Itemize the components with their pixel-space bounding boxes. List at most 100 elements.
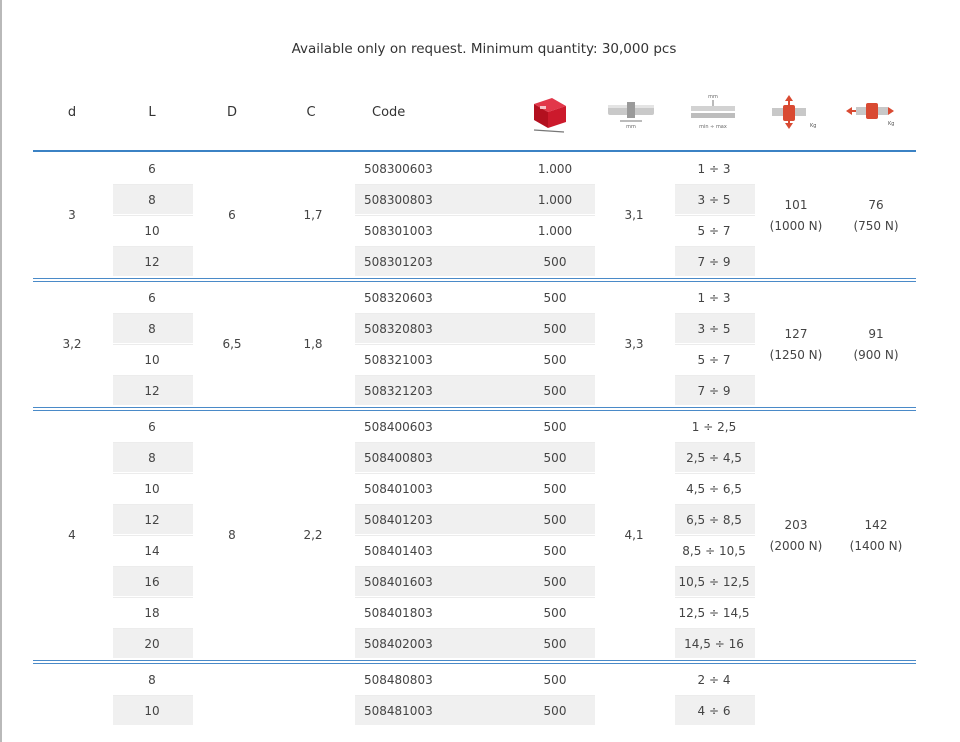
head-height-cell: 2,2 [303,528,323,542]
row-band [675,567,755,596]
head-height-cell: 1,7 [303,208,323,222]
shear-newton-cell: (1400 N) [849,539,903,553]
head-height-cell: 1,8 [303,337,323,351]
row-divider [355,215,595,216]
row-band [113,696,193,725]
row-band [113,314,193,343]
grip-range-cell: 1 ÷ 3 [697,290,731,305]
row-divider [675,628,755,629]
row-divider [675,375,755,376]
code-cell: 508320603 [364,290,433,305]
grip-range-cell: 4,5 ÷ 6,5 [686,481,742,496]
row-band [355,443,595,472]
row-divider [675,344,755,345]
pack-qty-cell: 1.000 [537,223,573,238]
row-divider [355,246,595,247]
row-divider [113,375,193,376]
row-band [113,185,193,214]
row-divider [113,246,193,247]
row-divider [675,695,755,696]
length-cell: 12 [144,254,160,269]
row-band [675,314,755,343]
tensile-newton-cell: (1250 N) [769,348,823,362]
page-border [0,0,2,742]
row-divider [675,473,755,474]
head-diameter-cell: 6,5 [222,337,242,351]
code-cell: 508300803 [364,192,433,207]
shear-newton-cell: (750 N) [853,219,899,233]
row-divider [675,597,755,598]
grip-mm-label: mm [708,94,718,100]
code-cell: 508301003 [364,223,433,238]
row-divider [355,473,595,474]
row-band [113,629,193,658]
row-band [113,376,193,405]
row-divider [355,566,595,567]
grip-range-cell: 8,5 ÷ 10,5 [682,543,746,558]
grip-range-cell: 7 ÷ 9 [697,254,731,269]
drill-size-cell: 4,1 [624,528,644,542]
tensile-newton-cell: (1000 N) [769,219,823,233]
length-cell: 16 [144,574,160,589]
row-divider [113,695,193,696]
code-cell: 508401003 [364,481,433,496]
row-divider [355,442,595,443]
grip-range-cell: 3 ÷ 5 [697,192,731,207]
shear-kg-cell: 76 [868,198,884,212]
length-cell: 8 [148,321,156,336]
group-separator [33,407,916,411]
row-divider [113,215,193,216]
header-rule [33,150,916,152]
diameter-d-cell: 3,2 [62,337,82,351]
row-divider [675,313,755,314]
grip-range-cell: 1 ÷ 3 [697,161,731,176]
tensile-newton-cell: (2000 N) [769,539,823,553]
grip-range-cell: 2 ÷ 4 [697,672,731,687]
pack-qty-cell: 500 [543,254,567,269]
length-cell: 6 [148,290,156,305]
grip-range-cell: 2,5 ÷ 4,5 [686,450,742,465]
rivet-diameter-icon: mm [608,102,654,129]
row-divider [355,504,595,505]
kg-label: Kg [810,123,816,129]
row-divider [113,313,193,314]
row-divider [355,695,595,696]
grip-range-cell: 5 ÷ 7 [697,223,731,238]
code-cell: 508300603 [364,161,433,176]
row-band [675,376,755,405]
length-cell: 10 [144,481,160,496]
row-divider [355,313,595,314]
pack-qty-cell: 500 [543,419,567,434]
code-cell: 508480803 [364,672,433,687]
row-band [113,505,193,534]
length-cell: 12 [144,383,160,398]
pack-qty-cell: 500 [543,672,567,687]
shear-kg-cell: 91 [868,327,884,341]
row-divider [113,504,193,505]
code-cell: 508400603 [364,419,433,434]
row-divider [113,442,193,443]
pack-qty-cell: 500 [543,574,567,589]
tensile-kg-cell: 203 [784,518,808,532]
diameter-d-cell: 3 [68,208,76,222]
code-cell: 508320803 [364,321,433,336]
grip-range-cell: 10,5 ÷ 12,5 [678,574,750,589]
length-cell: 20 [144,636,160,651]
header-code: Code [372,105,406,120]
mm-label: mm [626,124,636,129]
row-divider [675,566,755,567]
grip-range-cell: 6,5 ÷ 8,5 [686,512,742,527]
row-divider [113,597,193,598]
grip-range-icon: mm min ÷ max [691,94,735,130]
pack-qty-cell: 500 [543,383,567,398]
grip-range-cell: 7 ÷ 9 [697,383,731,398]
row-band [355,629,595,658]
min-max-label: min ÷ max [699,124,727,130]
row-band [355,376,595,405]
drill-size-cell: 3,1 [624,208,644,222]
length-cell: 10 [144,352,160,367]
row-divider [355,597,595,598]
tensile-kg-cell: 101 [784,198,808,212]
row-band [675,185,755,214]
package-box-icon [533,98,566,133]
